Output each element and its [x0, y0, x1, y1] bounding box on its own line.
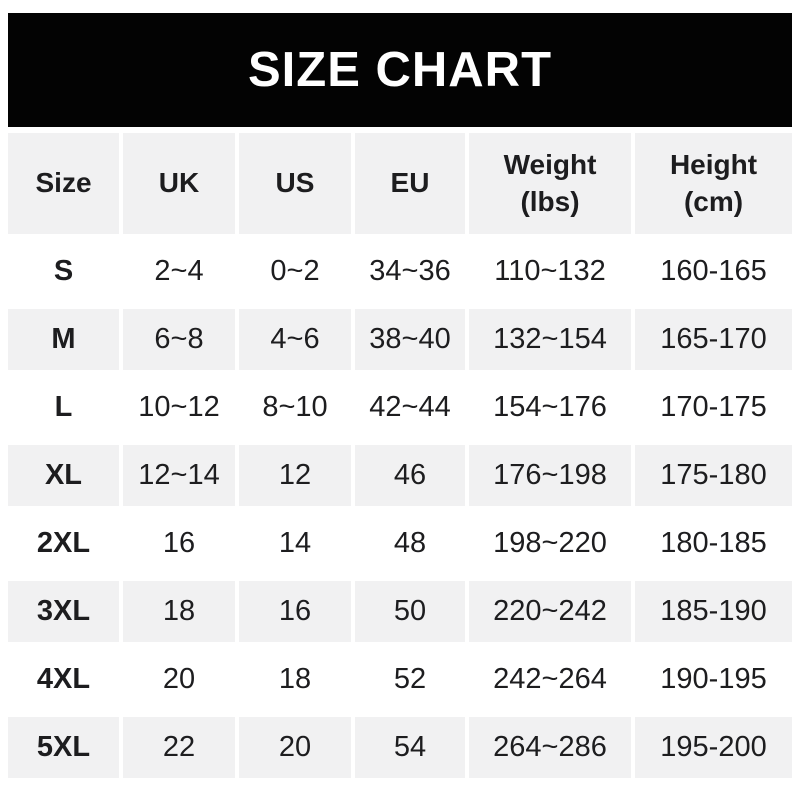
size-label: 4XL: [8, 649, 119, 710]
column-header-size: Size: [8, 133, 119, 234]
column-header-eu: EU: [355, 133, 465, 234]
column-header-uk: UK: [123, 133, 235, 234]
table-cell: 242~264: [469, 649, 631, 710]
table-cell: 20: [239, 717, 351, 778]
table-cell: 110~132: [469, 241, 631, 302]
table-cell: 18: [123, 581, 235, 642]
table-cell: 38~40: [355, 309, 465, 370]
table-cell: 195-200: [635, 717, 792, 778]
column-header-weight: Weight (lbs): [469, 133, 631, 234]
table-cell: 198~220: [469, 513, 631, 574]
size-table: Size UK US EU Weight (lbs) Height (cm) S…: [8, 133, 792, 778]
table-cell: 220~242: [469, 581, 631, 642]
column-header-us: US: [239, 133, 351, 234]
size-label: M: [8, 309, 119, 370]
table-cell: 175-180: [635, 445, 792, 506]
table-cell: 12: [239, 445, 351, 506]
table-cell: 10~12: [123, 377, 235, 438]
table-cell: 34~36: [355, 241, 465, 302]
table-cell: 48: [355, 513, 465, 574]
size-label: L: [8, 377, 119, 438]
size-label: S: [8, 241, 119, 302]
size-label: 2XL: [8, 513, 119, 574]
table-cell: 16: [123, 513, 235, 574]
table-cell: 0~2: [239, 241, 351, 302]
table-cell: 176~198: [469, 445, 631, 506]
table-cell: 14: [239, 513, 351, 574]
size-label: 5XL: [8, 717, 119, 778]
table-cell: 170-175: [635, 377, 792, 438]
table-cell: 16: [239, 581, 351, 642]
table-cell: 165-170: [635, 309, 792, 370]
table-cell: 180-185: [635, 513, 792, 574]
table-cell: 2~4: [123, 241, 235, 302]
table-cell: 4~6: [239, 309, 351, 370]
table-cell: 190-195: [635, 649, 792, 710]
size-label: XL: [8, 445, 119, 506]
table-cell: 22: [123, 717, 235, 778]
table-cell: 20: [123, 649, 235, 710]
table-cell: 52: [355, 649, 465, 710]
table-cell: 18: [239, 649, 351, 710]
table-cell: 132~154: [469, 309, 631, 370]
table-cell: 46: [355, 445, 465, 506]
table-cell: 8~10: [239, 377, 351, 438]
table-cell: 6~8: [123, 309, 235, 370]
column-header-height: Height (cm): [635, 133, 792, 234]
table-cell: 50: [355, 581, 465, 642]
size-chart-banner: SIZE CHART: [8, 13, 792, 127]
size-label: 3XL: [8, 581, 119, 642]
table-cell: 12~14: [123, 445, 235, 506]
table-cell: 185-190: [635, 581, 792, 642]
table-cell: 160-165: [635, 241, 792, 302]
table-cell: 42~44: [355, 377, 465, 438]
table-cell: 264~286: [469, 717, 631, 778]
table-cell: 54: [355, 717, 465, 778]
table-cell: 154~176: [469, 377, 631, 438]
page-title: SIZE CHART: [248, 43, 552, 97]
